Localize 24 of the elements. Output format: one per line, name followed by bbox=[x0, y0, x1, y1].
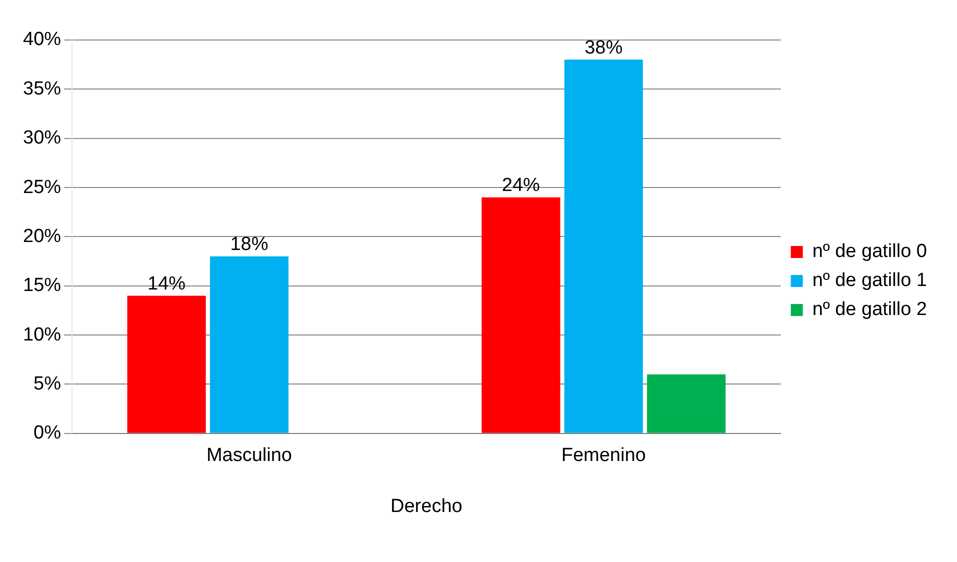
y-tick-label: 10% bbox=[22, 324, 62, 346]
data-label: 18% bbox=[230, 234, 268, 256]
legend-label: nº de gatillo 2 bbox=[812, 299, 927, 320]
legend-label: nº de gatillo 0 bbox=[812, 241, 927, 262]
x-tick-label: Femenino bbox=[561, 445, 646, 466]
y-tick-label: 30% bbox=[22, 128, 62, 149]
bar bbox=[210, 256, 289, 433]
y-tick-label: 35% bbox=[22, 78, 62, 100]
data-label: 38% bbox=[584, 37, 623, 58]
y-tick-label: 5% bbox=[34, 373, 62, 394]
bar bbox=[564, 60, 643, 433]
y-tick-label: 0% bbox=[34, 422, 62, 444]
y-tick-label: 25% bbox=[22, 176, 62, 198]
bar bbox=[647, 374, 726, 433]
x-axis-title: Derecho bbox=[390, 496, 462, 517]
bar bbox=[127, 296, 206, 433]
legend-label: nº de gatillo 1 bbox=[812, 270, 927, 292]
y-tick-label: 15% bbox=[22, 275, 62, 296]
x-tick-label: Masculino bbox=[206, 445, 292, 466]
y-tick-label: 20% bbox=[22, 226, 62, 247]
bar bbox=[482, 197, 560, 433]
data-label: 24% bbox=[502, 175, 540, 196]
data-label: 14% bbox=[148, 273, 186, 294]
y-tick-label: 40% bbox=[22, 29, 62, 50]
